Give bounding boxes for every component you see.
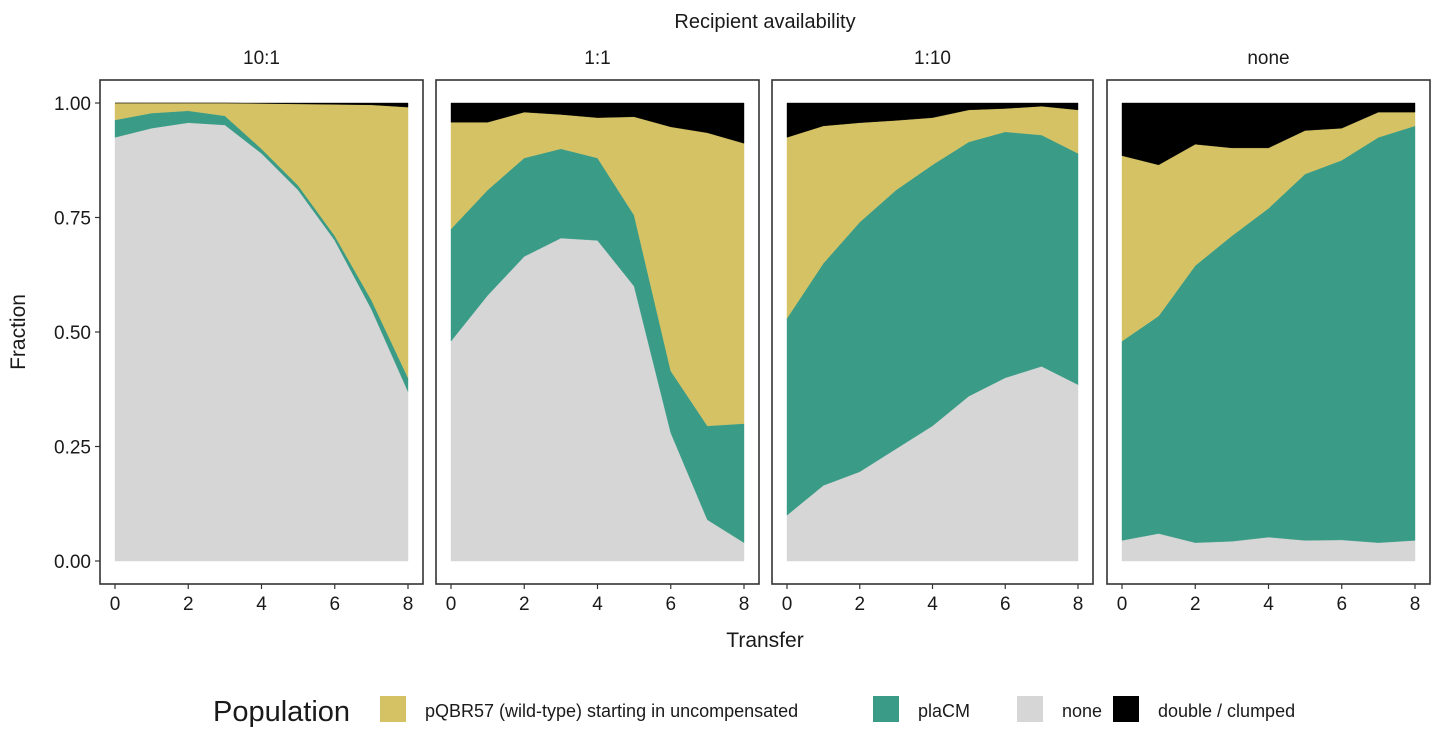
panel-label: 1:10 (914, 48, 951, 69)
x-axis-label: Transfer (726, 629, 803, 652)
legend-item: pQBR57 (wild-type) starting in uncompens… (380, 696, 798, 722)
x-tick-label: 8 (1073, 594, 1084, 615)
legend-swatch (380, 696, 406, 722)
areas (450, 102, 745, 562)
area-double (1121, 102, 1416, 166)
y-tick-label: 0.25 (54, 438, 91, 459)
panel-label: 1:1 (584, 48, 610, 69)
panel-label: none (1247, 48, 1289, 69)
legend-item: none (1017, 696, 1102, 722)
area-double (450, 102, 745, 144)
x-tick-label: 2 (519, 594, 530, 615)
legend-swatch (1017, 696, 1043, 722)
x-tick-label: 4 (256, 594, 267, 615)
x-tick-label: 4 (927, 594, 938, 615)
y-axis-label: Fraction (7, 294, 30, 370)
panel-label: 10:1 (243, 48, 280, 69)
x-tick-label: 0 (782, 594, 793, 615)
x-tick-label: 6 (329, 594, 340, 615)
x-tick-label: 8 (403, 594, 414, 615)
areas (114, 102, 409, 562)
area-double (786, 102, 1079, 138)
panel-10-1: 10:1 0 2 4 6 8 0.00 0.25 0.50 0.75 1.00 (54, 48, 424, 615)
areas (1121, 102, 1416, 562)
x-tick-label: 6 (1000, 594, 1011, 615)
x-tick-label: 0 (1117, 594, 1128, 615)
x-tick-label: 4 (592, 594, 603, 615)
x-tick-label: 2 (854, 594, 865, 615)
panel-1-10: 1:10 0 2 4 6 8 (771, 48, 1094, 615)
y-tick-label: 0.75 (54, 209, 91, 230)
legend-items: pQBR57 (wild-type) starting in uncompens… (380, 696, 1295, 722)
panels: 10:10 2 4 6 80.000.250.500.751.001:10 2 4 6 81:1… (54, 48, 1431, 615)
x-tick-label: 6 (665, 594, 676, 615)
legend-label: plaCM (918, 701, 970, 721)
legend-title: Population (213, 696, 350, 728)
legend-label: pQBR57 (wild-type) starting in uncompens… (425, 701, 798, 721)
x-tick-label: 0 (110, 594, 121, 615)
x-tick-label: 4 (1263, 594, 1274, 615)
y-tick-label: 0.50 (54, 323, 91, 344)
areas (786, 102, 1079, 562)
x-tick-label: 2 (183, 594, 194, 615)
legend-label: double / clumped (1158, 701, 1295, 721)
x-tick-label: 8 (1410, 594, 1421, 615)
x-tick-label: 2 (1190, 594, 1201, 615)
x-tick-label: 8 (739, 594, 750, 615)
panel-1-1: 1:1 0 2 4 6 8 (435, 48, 760, 615)
legend-swatch (1113, 696, 1139, 722)
facet-title: Recipient availability (674, 11, 855, 33)
legend-item: plaCM (873, 696, 970, 722)
y-tick-label: 0.00 (54, 552, 91, 573)
y-tick-label: 1.00 (54, 94, 91, 115)
panel-none: none 0 2 4 6 8 (1106, 48, 1431, 615)
area-double (115, 102, 409, 108)
legend-swatch (873, 696, 899, 722)
legend: Population pQBR57 (wild-type) starting i… (213, 696, 1295, 728)
legend-item: double / clumped (1113, 696, 1295, 722)
legend-label: none (1062, 701, 1102, 721)
x-tick-label: 0 (446, 594, 457, 615)
x-tick-label: 6 (1336, 594, 1347, 615)
